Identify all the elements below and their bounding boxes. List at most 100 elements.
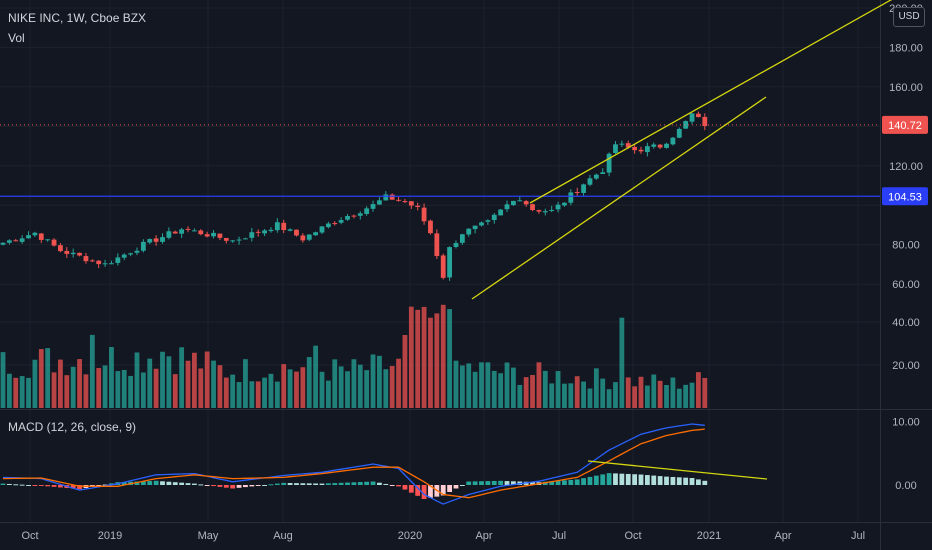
volume-label[interactable]: Vol: [8, 31, 25, 45]
macd-histogram-bar: [179, 482, 185, 485]
candle-body: [632, 146, 638, 151]
macd-histogram-bar: [223, 485, 229, 488]
macd-histogram-bar: [402, 485, 408, 490]
macd-histogram-bar: [249, 485, 255, 487]
candle-body: [651, 144, 657, 147]
macd-histogram-bar: [466, 481, 472, 485]
candle-body: [338, 220, 344, 223]
macd-histogram-bar: [77, 485, 82, 490]
candle-body: [13, 240, 19, 242]
candle-body: [262, 230, 267, 234]
support-level-badge-text: 104.53: [888, 191, 922, 203]
volume-bar: [249, 381, 255, 408]
macd-histogram-bar: [153, 480, 159, 485]
candle-body: [581, 184, 586, 193]
candle-body: [217, 233, 223, 238]
macd-label[interactable]: MACD (12, 26, close, 9): [8, 420, 137, 434]
candle-body: [306, 234, 312, 240]
volume-bar: [255, 381, 261, 408]
macd-histogram-bar: [440, 485, 446, 496]
symbol-title[interactable]: NIKE INC, 1W, Cboe BZX: [8, 11, 147, 25]
volume-bar: [70, 366, 76, 408]
volume-bar: [198, 368, 204, 408]
volume-bar: [676, 388, 682, 408]
macd-histogram-bar: [638, 474, 644, 485]
volume-tick-label: 20.00: [892, 360, 920, 372]
macd-histogram-bar: [689, 478, 695, 485]
candle-body: [574, 192, 580, 194]
macd-histogram-bar: [217, 485, 223, 487]
volume-bar: [223, 377, 229, 408]
macd-histogram-bar: [504, 481, 510, 485]
candle-body: [459, 234, 465, 243]
macd-histogram-bar: [613, 473, 618, 485]
currency-button[interactable]: USD: [893, 7, 925, 27]
candle-body: [140, 241, 146, 251]
candle-body: [606, 153, 612, 173]
volume-bar: [313, 345, 319, 408]
candle-body: [613, 144, 618, 154]
macd-histogram-bar: [549, 481, 555, 485]
volume-bar: [64, 375, 70, 408]
candle-body: [517, 200, 523, 202]
candle-body: [664, 143, 669, 148]
candle-body: [377, 200, 382, 205]
volume-bar: [530, 374, 535, 408]
candle-body: [128, 253, 133, 255]
volume-bar: [581, 381, 586, 408]
candle-body: [89, 260, 95, 262]
macd-histogram-bar: [319, 483, 325, 485]
candle-body: [536, 210, 542, 212]
volume-bar: [491, 370, 497, 408]
macd-histogram-bar: [459, 485, 465, 486]
time-tick-label: 2021: [697, 530, 721, 542]
candle-body: [542, 211, 548, 213]
volume-bar: [357, 364, 363, 408]
volume-bar: [0, 352, 6, 408]
candle-body: [415, 205, 421, 208]
volume-bar: [300, 367, 306, 408]
candle-body: [696, 113, 701, 118]
volume-bar: [204, 351, 210, 408]
volume-bar: [428, 317, 433, 408]
time-tick-label: Apr: [774, 530, 791, 542]
candle-body: [236, 239, 242, 241]
macd-histogram-bar: [243, 485, 248, 488]
macd-histogram-bar: [619, 473, 625, 485]
candle-body: [38, 233, 44, 240]
volume-bar: [172, 374, 178, 408]
volume-bar: [453, 360, 459, 408]
candle-body: [600, 172, 606, 175]
candle-body: [255, 231, 261, 233]
candle-body: [625, 143, 631, 148]
volume-bar: [504, 362, 510, 408]
price-axis: 60.0080.00120.00160.00180.00200.0020.004…: [889, 3, 923, 492]
macd-histogram-bar: [255, 485, 261, 486]
candle-body: [185, 228, 191, 230]
macd-histogram-bar: [281, 482, 287, 485]
volume-bar: [459, 365, 465, 408]
volume-bar: [415, 309, 421, 408]
volume-bar: [536, 362, 542, 408]
candle-body: [134, 250, 140, 253]
volume-bar: [619, 317, 625, 408]
macd-histogram-bar: [13, 484, 19, 486]
time-tick-label: Jul: [851, 530, 865, 542]
candle-series: [0, 111, 708, 281]
volume-bar: [294, 371, 299, 408]
signal-line: [2, 428, 705, 499]
time-tick-label: Aug: [273, 530, 293, 542]
candle-body: [504, 204, 510, 210]
macd-histogram-bar: [262, 485, 267, 486]
macd-histogram-bar: [274, 483, 280, 485]
volume-bar: [262, 377, 267, 408]
volume-bar: [243, 359, 248, 408]
macd-histogram-bar: [192, 483, 197, 485]
macd-histogram-bar: [364, 481, 370, 485]
macd-histogram-bar: [345, 482, 350, 485]
candle-body: [166, 231, 172, 238]
candle-body: [147, 239, 153, 243]
macd-histogram-bar: [530, 481, 535, 485]
volume-bar: [657, 380, 663, 408]
